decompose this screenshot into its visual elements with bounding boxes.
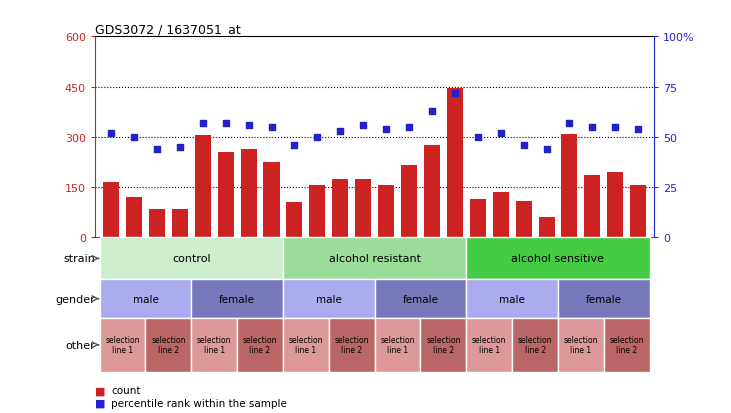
Text: male: male — [132, 294, 159, 304]
Text: selection
line 2: selection line 2 — [335, 335, 369, 355]
Bar — [420, 318, 466, 372]
Point — [311, 134, 323, 141]
Text: male: male — [316, 294, 341, 304]
Point — [174, 144, 186, 151]
Bar — [375, 318, 420, 372]
Bar — [218, 152, 234, 238]
Bar — [466, 238, 650, 280]
Text: male: male — [499, 294, 525, 304]
Point — [334, 128, 346, 135]
Bar — [604, 318, 650, 372]
Text: selection
line 2: selection line 2 — [151, 335, 186, 355]
Bar — [401, 166, 417, 238]
Text: selection
line 1: selection line 1 — [105, 335, 140, 355]
Point — [357, 122, 369, 129]
Bar — [355, 179, 371, 238]
Bar — [607, 173, 624, 238]
Point — [495, 130, 507, 137]
Bar — [470, 199, 486, 238]
Bar — [192, 280, 283, 318]
Point — [564, 120, 575, 127]
Bar — [283, 318, 329, 372]
Point — [151, 146, 163, 153]
Text: alcohol sensitive: alcohol sensitive — [512, 254, 605, 264]
Bar — [263, 163, 279, 238]
Bar — [126, 198, 142, 238]
Bar — [103, 183, 119, 238]
Bar — [99, 280, 192, 318]
Text: alcohol resistant: alcohol resistant — [329, 254, 420, 264]
Point — [632, 126, 644, 133]
Text: selection
line 2: selection line 2 — [518, 335, 553, 355]
Bar — [378, 186, 394, 238]
Text: selection
line 2: selection line 2 — [243, 335, 277, 355]
Bar — [283, 280, 375, 318]
Text: control: control — [172, 254, 211, 264]
Point — [449, 90, 461, 97]
Text: strain: strain — [64, 254, 96, 264]
Text: other: other — [66, 340, 96, 350]
Text: selection
line 1: selection line 1 — [472, 335, 507, 355]
Point — [472, 134, 484, 141]
Point — [426, 108, 438, 115]
Text: selection
line 1: selection line 1 — [197, 335, 232, 355]
Bar — [493, 193, 509, 238]
Bar — [424, 146, 440, 238]
Bar — [561, 134, 577, 238]
Bar — [309, 186, 325, 238]
Point — [289, 142, 300, 149]
Bar — [145, 318, 192, 372]
Bar — [515, 201, 531, 238]
Text: selection
line 1: selection line 1 — [289, 335, 323, 355]
Bar — [466, 280, 558, 318]
Text: female: female — [403, 294, 439, 304]
Bar — [558, 280, 650, 318]
Text: female: female — [219, 294, 255, 304]
Bar — [99, 318, 145, 372]
Bar — [192, 318, 237, 372]
Text: selection
line 1: selection line 1 — [564, 335, 598, 355]
Point — [586, 124, 598, 131]
Point — [243, 122, 254, 129]
Bar — [332, 179, 348, 238]
Bar — [630, 186, 646, 238]
Text: female: female — [586, 294, 622, 304]
Bar — [99, 238, 283, 280]
Point — [105, 130, 117, 137]
Bar — [558, 318, 604, 372]
Bar — [237, 318, 283, 372]
Text: selection
line 2: selection line 2 — [426, 335, 461, 355]
Bar — [512, 318, 558, 372]
Bar — [584, 176, 600, 238]
Bar — [172, 209, 188, 238]
Bar — [329, 318, 375, 372]
Point — [404, 124, 415, 131]
Point — [541, 146, 553, 153]
Point — [380, 126, 392, 133]
Point — [610, 124, 621, 131]
Text: percentile rank within the sample: percentile rank within the sample — [111, 398, 287, 408]
Point — [518, 142, 529, 149]
Bar — [287, 203, 303, 238]
Bar — [466, 318, 512, 372]
Point — [265, 124, 277, 131]
Bar — [149, 209, 165, 238]
Text: gender: gender — [56, 294, 96, 304]
Bar — [194, 136, 211, 238]
Text: selection
line 1: selection line 1 — [380, 335, 414, 355]
Text: GDS3072 / 1637051_at: GDS3072 / 1637051_at — [95, 23, 240, 36]
Point — [128, 134, 140, 141]
Bar — [375, 280, 466, 318]
Bar — [447, 89, 463, 238]
Point — [197, 120, 208, 127]
Text: ■: ■ — [95, 398, 105, 408]
Text: ■: ■ — [95, 385, 105, 395]
Text: selection
line 2: selection line 2 — [610, 335, 644, 355]
Bar — [539, 218, 555, 238]
Point — [220, 120, 232, 127]
Bar — [283, 238, 466, 280]
Bar — [240, 149, 257, 238]
Text: count: count — [111, 385, 140, 395]
